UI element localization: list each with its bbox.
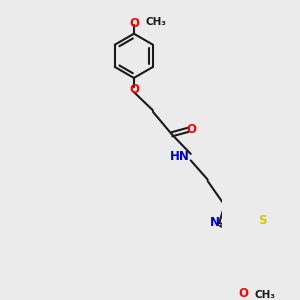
Text: O: O (239, 287, 249, 300)
Text: S: S (258, 214, 267, 227)
Text: CH₃: CH₃ (145, 17, 166, 27)
Text: N: N (210, 216, 220, 229)
Text: O: O (129, 82, 139, 96)
Text: O: O (187, 123, 196, 136)
Text: HN: HN (169, 150, 189, 164)
Text: O: O (129, 17, 139, 30)
Text: CH₃: CH₃ (255, 290, 276, 300)
